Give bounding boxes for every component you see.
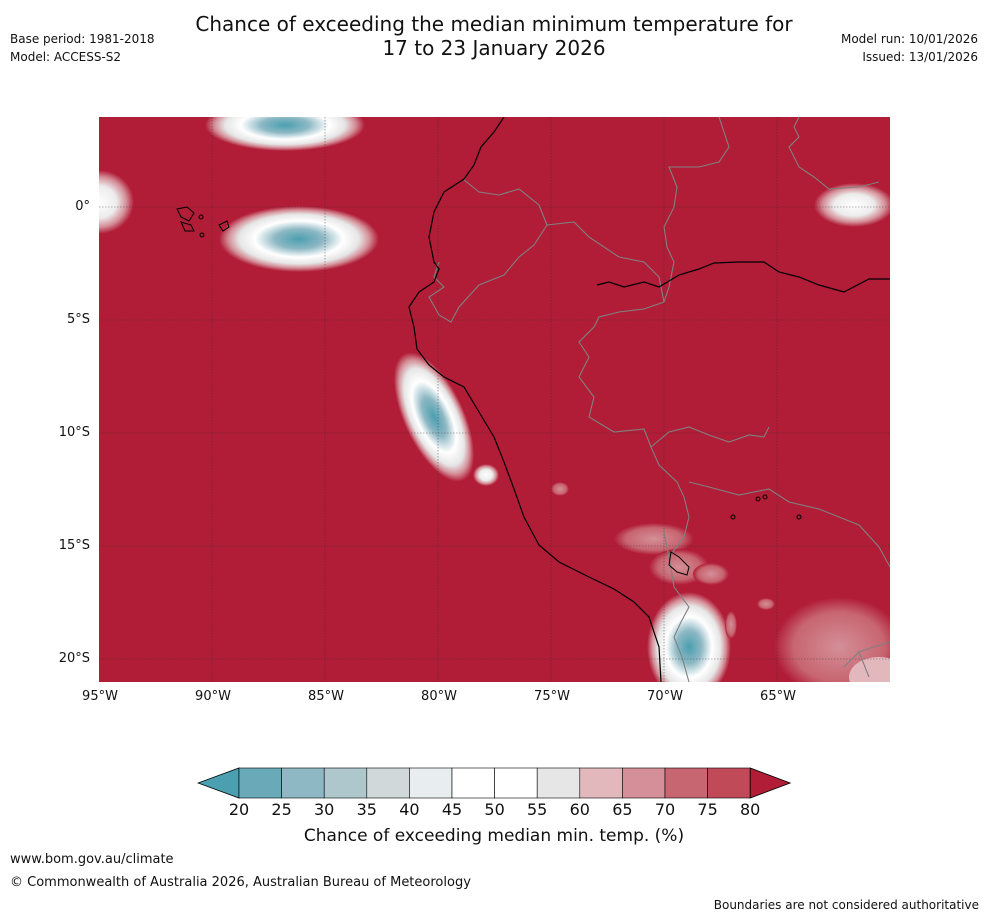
- map-background: [99, 117, 890, 682]
- lon-label-90w: 90°W: [195, 689, 231, 704]
- colorbar-tick-label: 50: [484, 800, 505, 819]
- anomaly-areas: [99, 117, 890, 682]
- colorbar-tick-label: 20: [228, 800, 250, 819]
- colorbar-cell: [707, 767, 751, 799]
- boundary-disclaimer: Boundaries are not considered authoritat…: [713, 898, 979, 912]
- colorbar-cell: [536, 767, 581, 799]
- colorbar-cell: [323, 767, 368, 799]
- probability-map: [99, 117, 890, 682]
- map-title: Chance of exceeding the median minimum t…: [0, 12, 988, 60]
- coastline: [408, 117, 890, 682]
- lat-label-10s: 10°S: [58, 425, 90, 440]
- lat-label-0: 0°: [75, 199, 90, 214]
- colorbar-cell: [409, 767, 453, 799]
- islands: [176, 206, 802, 576]
- meta-left: Base period: 1981-2018 Model: ACCESS-S2: [10, 30, 155, 66]
- colorbar-cell: [366, 767, 410, 799]
- lat-label-20s: 20°S: [58, 651, 90, 666]
- lon-label-95w: 95°W: [82, 689, 118, 704]
- colorbar-cell: [451, 767, 495, 799]
- colorbar-tick-label: 70: [654, 800, 676, 819]
- issued-date: Issued: 13/01/2026: [862, 50, 978, 64]
- lake-titicaca: [668, 551, 690, 576]
- colorbar: [197, 767, 792, 799]
- colorbar-tick-label: 55: [527, 800, 548, 819]
- colorbar-tick-label: 30: [314, 800, 335, 819]
- title-line-1: Chance of exceeding the median minimum t…: [195, 12, 793, 36]
- colorbar-tick-label: 65: [612, 800, 633, 819]
- colorbar-cell: [579, 767, 623, 799]
- colorbar-tick-label: 25: [271, 800, 292, 819]
- lon-label-70w: 70°W: [647, 689, 683, 704]
- colorbar-tick-label: 35: [356, 800, 377, 819]
- colorbar-cell: [664, 767, 708, 799]
- lat-label-5s: 5°S: [66, 312, 90, 327]
- colorbar-tick-label: 40: [399, 800, 420, 819]
- colorbar-tick-label: 80: [740, 800, 761, 819]
- colorbar-tick-label: 45: [441, 800, 463, 819]
- lon-label-75w: 75°W: [534, 689, 570, 704]
- base-period: Base period: 1981-2018: [10, 32, 155, 46]
- model-name: Model: ACCESS-S2: [10, 50, 122, 64]
- colorbar-arrow-high: [749, 767, 792, 799]
- country-borders: [428, 117, 890, 682]
- lon-label-65w: 65°W: [760, 689, 796, 704]
- copyright-text: © Commonwealth of Australia 2026, Austra…: [10, 875, 471, 890]
- colorbar-tick-label: 60: [569, 800, 590, 819]
- colorbar-cells: [197, 767, 792, 799]
- title-line-2: 17 to 23 January 2026: [382, 36, 606, 60]
- colorbar-cell: [494, 767, 538, 799]
- model-run: Model run: 10/01/2026: [840, 32, 978, 46]
- colorbar-tick-label: 75: [697, 800, 718, 819]
- lat-label-15s: 15°S: [58, 538, 90, 553]
- colorbar-label: Chance of exceeding median min. temp. (%…: [303, 826, 685, 846]
- website-link[interactable]: www.bom.gov.au/climate: [10, 852, 174, 867]
- colorbar-cell: [622, 767, 666, 799]
- meta-right: Model run: 10/01/2026 Issued: 13/01/2026: [841, 30, 978, 66]
- colorbar-arrow-low: [197, 767, 240, 799]
- colorbar-cell: [238, 767, 282, 799]
- lon-label-85w: 85°W: [308, 689, 344, 704]
- map-gridlines: [99, 117, 890, 682]
- colorbar-cell: [281, 767, 325, 799]
- lon-label-80w: 80°W: [421, 689, 457, 704]
